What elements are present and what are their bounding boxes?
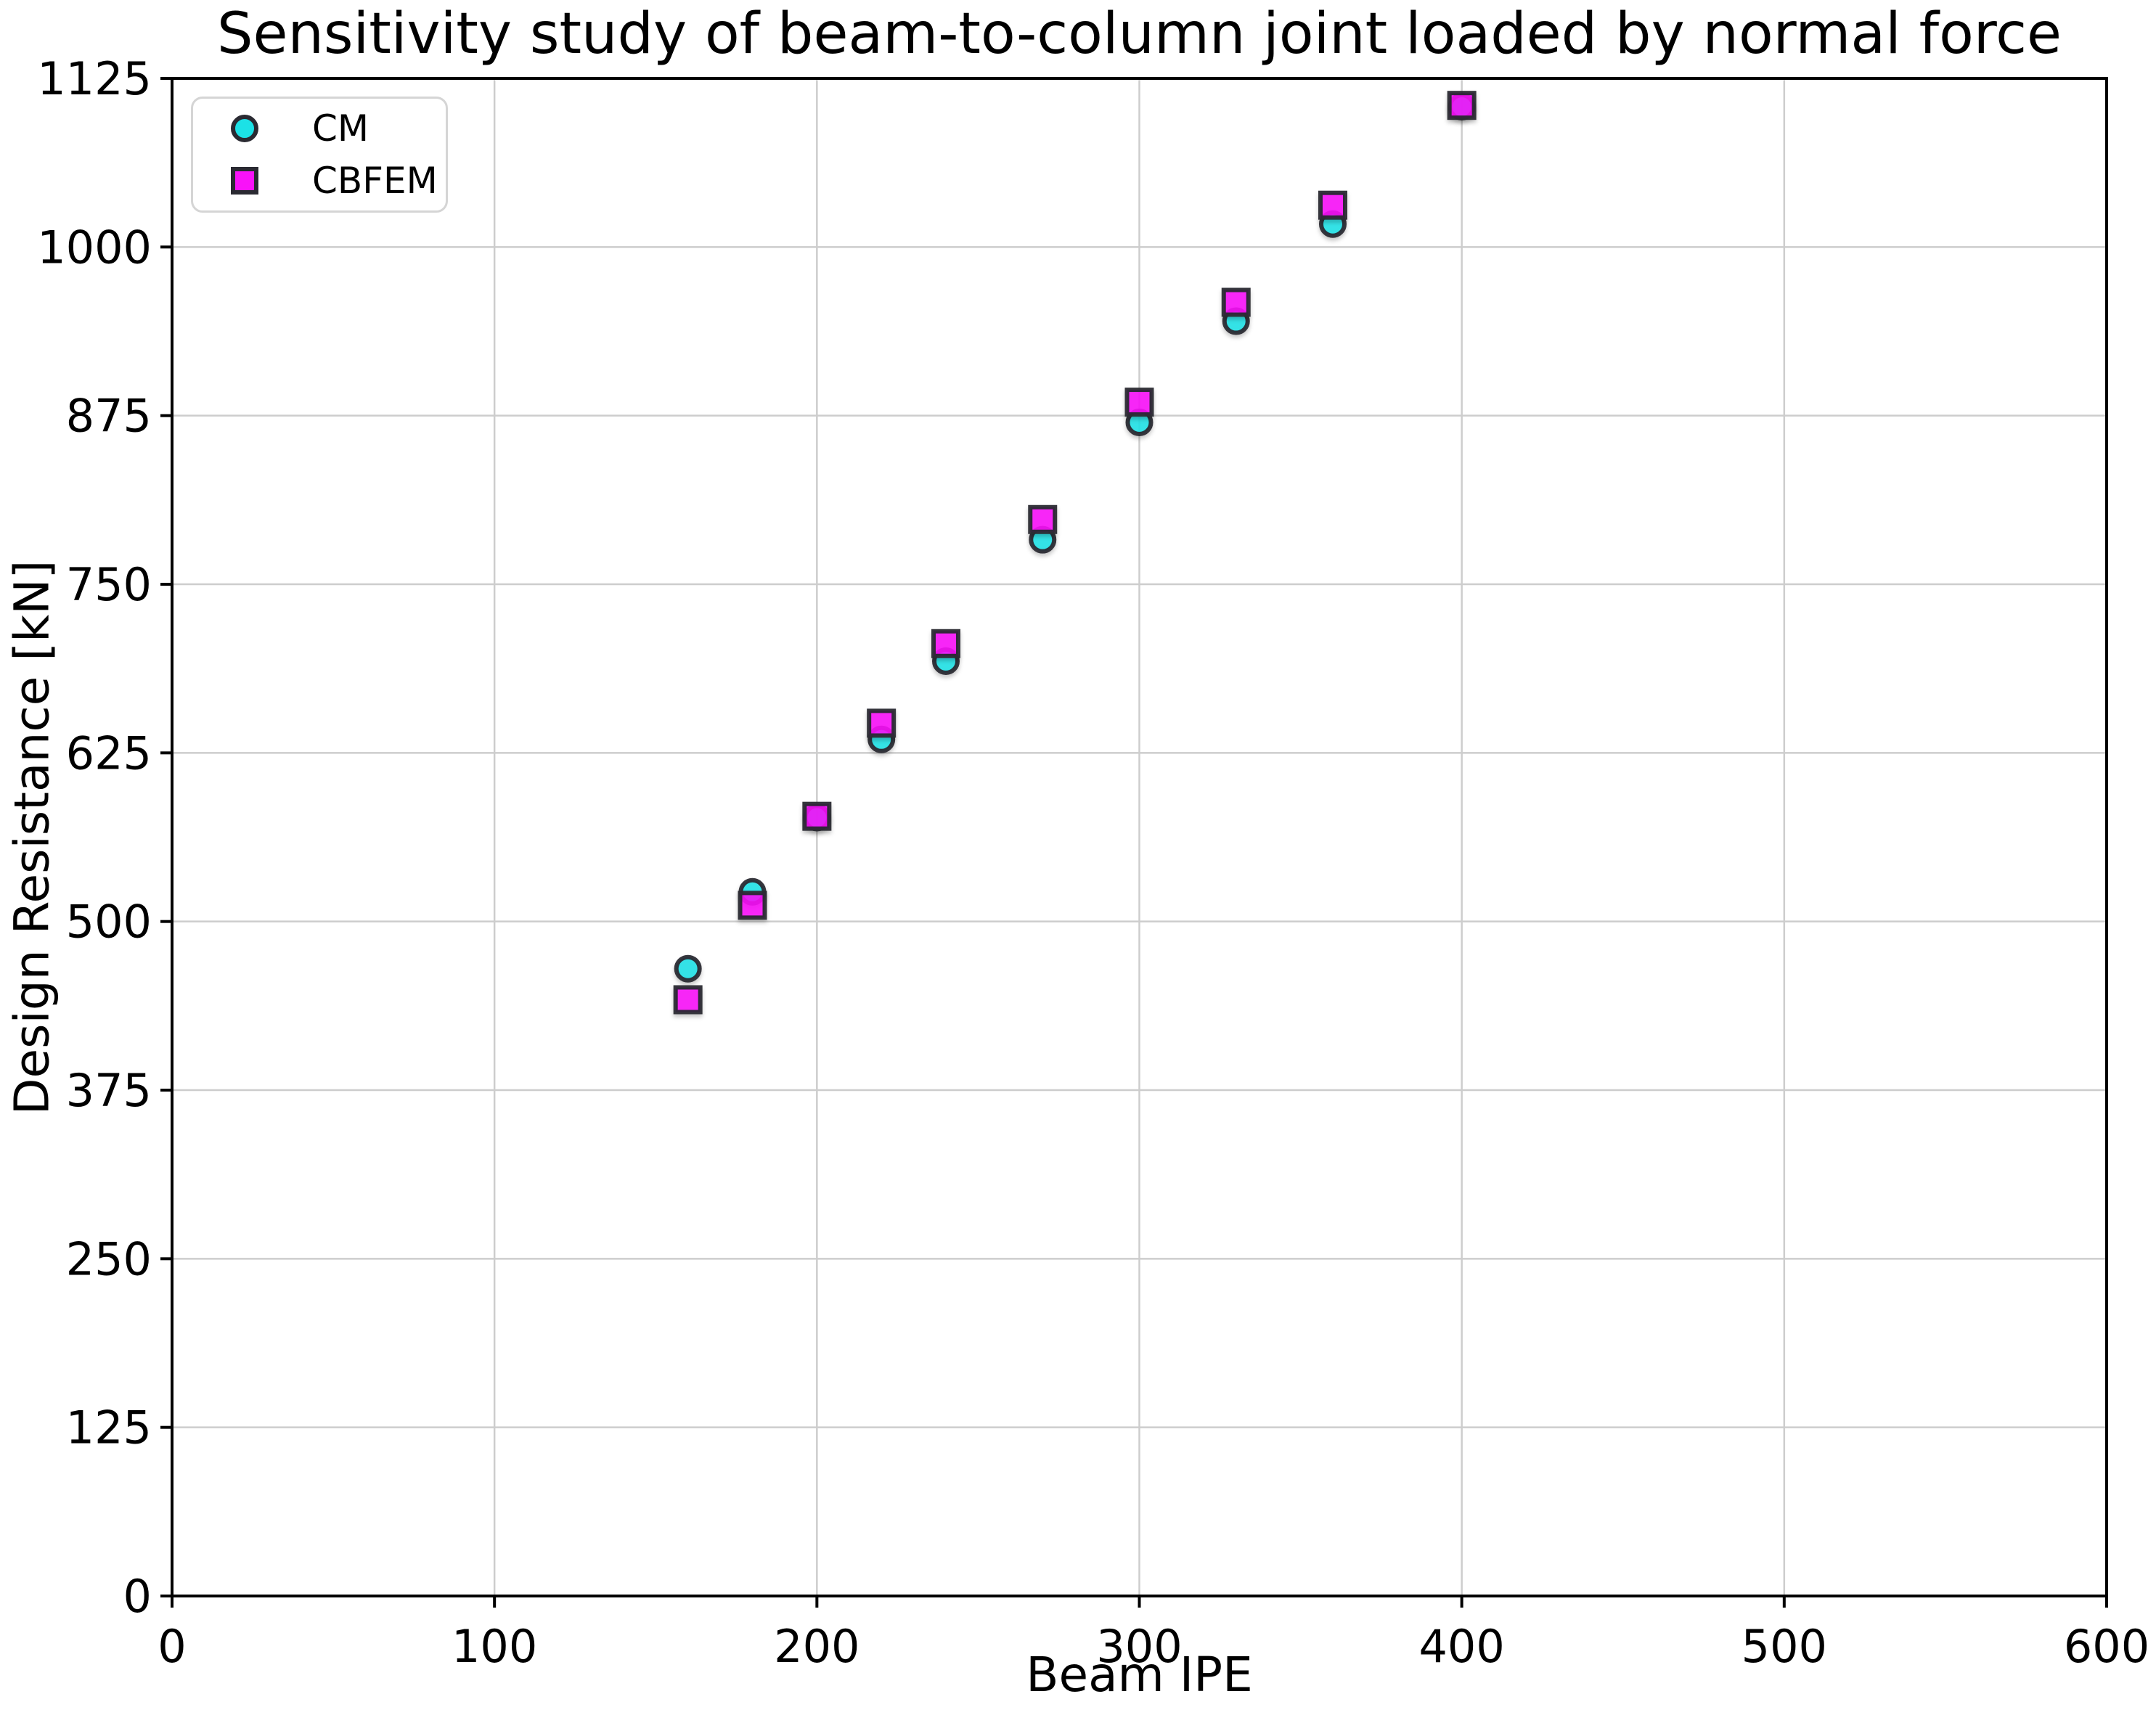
y-tick-label: 125 [66,1401,152,1454]
x-axis-label: Beam IPE [1026,1647,1253,1703]
y-tick-label: 750 [66,558,152,611]
y-axis-label: Design Resistance [kN] [4,560,60,1116]
y-tick-label: 0 [123,1570,152,1623]
cbfem-marker [1221,287,1251,317]
legend-item-cm: CM [193,102,446,155]
cbfem-marker [802,801,832,831]
cbfem-marker [1124,388,1154,417]
cbfem-marker [1318,190,1347,220]
y-tick-label: 375 [66,1064,152,1117]
legend: CM CBFEM [191,97,448,213]
x-tick-label: 200 [774,1620,859,1673]
chart-title: Sensitivity study of beam-to-column join… [216,1,2062,67]
x-tick-label: 600 [2064,1620,2149,1673]
cm-marker [674,954,702,983]
cbfem-marker [1028,504,1058,534]
y-tick-label: 875 [66,390,152,443]
legend-label-cm: CM [312,107,369,150]
y-tick-label: 1125 [37,52,152,105]
cbfem-marker [931,629,960,658]
cbfem-square-icon [231,167,258,195]
y-tick-label: 250 [66,1232,152,1285]
x-tick-label: 100 [452,1620,537,1673]
legend-label-cbfem: CBFEM [312,160,438,202]
cbfem-marker [673,985,703,1015]
cm-circle-icon [231,115,258,142]
plot-border [171,77,2108,1597]
cbfem-marker [1447,91,1477,120]
legend-item-cbfem: CBFEM [193,155,446,207]
cbfem-marker [738,891,767,920]
cbfem-marker [867,708,897,738]
x-tick-label: 500 [1741,1620,1827,1673]
x-tick-label: 300 [1096,1620,1182,1673]
y-tick-label: 1000 [37,221,152,274]
y-tick-label: 625 [66,727,152,779]
x-tick-label: 0 [158,1620,186,1673]
y-tick-label: 500 [66,896,152,949]
x-tick-label: 400 [1418,1620,1504,1673]
